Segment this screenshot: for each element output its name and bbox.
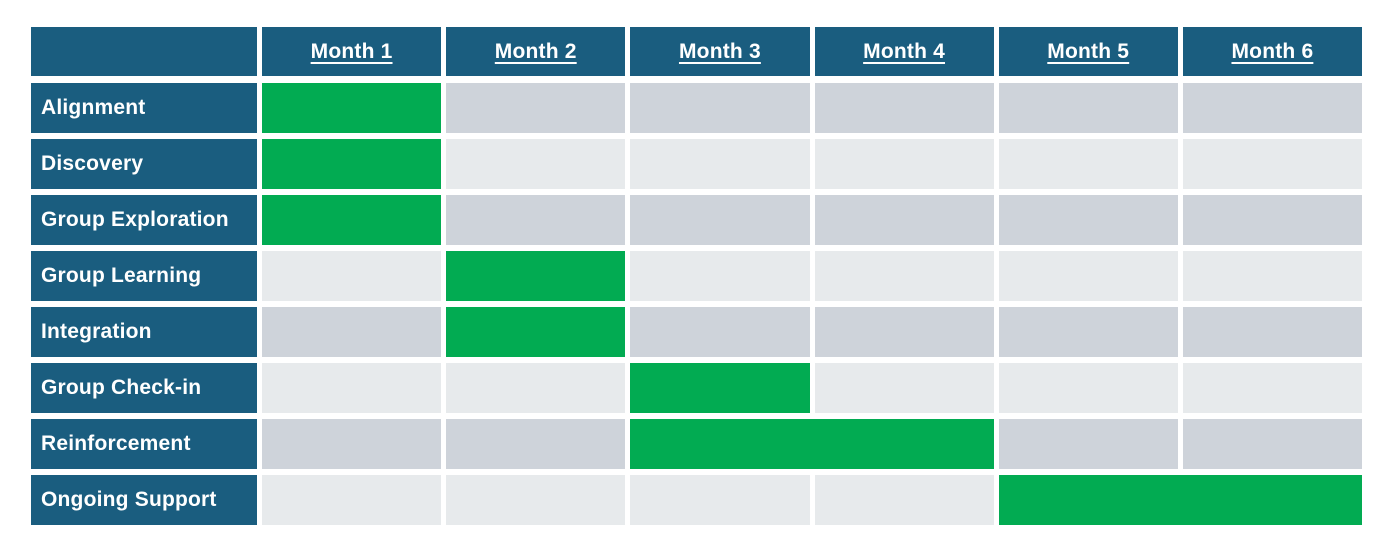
gantt-bar — [262, 83, 442, 133]
month-cell — [446, 195, 626, 245]
gantt-bar — [446, 251, 626, 301]
row-label: Reinforcement — [31, 419, 257, 469]
column-header-month-3: Month 3 — [630, 27, 810, 76]
table-row: Reinforcement — [31, 419, 1362, 469]
month-cell — [262, 475, 442, 525]
month-cell — [630, 307, 810, 357]
month-cell — [446, 475, 626, 525]
column-header-label: Month 4 — [863, 39, 946, 63]
month-cell — [814, 251, 994, 301]
month-cell — [1182, 419, 1362, 469]
month-cell — [630, 475, 810, 525]
row-label: Ongoing Support — [31, 475, 257, 525]
row-label: Group Exploration — [31, 195, 257, 245]
table-row: Group Exploration — [31, 195, 1362, 245]
month-cell — [446, 419, 626, 469]
month-cell — [998, 139, 1178, 189]
column-header-label: Month 6 — [1231, 39, 1314, 63]
month-cell — [814, 195, 994, 245]
month-cell — [446, 363, 626, 413]
month-cell — [814, 83, 994, 133]
table-row: Integration — [31, 307, 1362, 357]
month-cell — [1182, 251, 1362, 301]
column-header-month-1: Month 1 — [262, 27, 442, 76]
month-cell — [262, 419, 442, 469]
month-cell — [814, 363, 994, 413]
month-cell — [630, 195, 810, 245]
table-row: Group Learning — [31, 251, 1362, 301]
column-header-month-2: Month 2 — [446, 27, 626, 76]
column-header-label: Month 3 — [678, 39, 761, 63]
month-cell — [630, 139, 810, 189]
gantt-bar — [446, 307, 626, 357]
table-row: Ongoing Support — [31, 475, 1362, 525]
month-cell — [1182, 195, 1362, 245]
month-cell — [814, 139, 994, 189]
month-cell — [1182, 307, 1362, 357]
row-label: Group Check-in — [31, 363, 257, 413]
column-header-label: Month 5 — [1047, 39, 1130, 63]
month-cell — [998, 419, 1178, 469]
gantt-bar — [262, 139, 442, 189]
row-label: Discovery — [31, 139, 257, 189]
gantt-bar — [262, 195, 442, 245]
table-row: Discovery — [31, 139, 1362, 189]
row-label: Integration — [31, 307, 257, 357]
month-cell — [1182, 139, 1362, 189]
month-cell — [998, 307, 1178, 357]
table-row: Alignment — [31, 83, 1362, 133]
month-cell — [1182, 363, 1362, 413]
row-label: Group Learning — [31, 251, 257, 301]
column-header-month-4: Month 4 — [814, 27, 994, 76]
column-header-month-5: Month 5 — [998, 27, 1178, 76]
month-cell — [1182, 83, 1362, 133]
column-header-label: Month 2 — [494, 39, 577, 63]
column-header-label: Month 1 — [310, 39, 393, 63]
month-cell — [630, 83, 810, 133]
month-cell — [998, 363, 1178, 413]
month-cell — [446, 139, 626, 189]
corner-cell — [31, 27, 257, 76]
gantt-bar — [998, 475, 1362, 525]
row-label: Alignment — [31, 83, 257, 133]
gantt-bar — [630, 419, 994, 469]
table-row: Group Check-in — [31, 363, 1362, 413]
month-cell — [262, 307, 442, 357]
month-cell — [814, 475, 994, 525]
table-body: Alignment Discovery Group Exploration Group… — [31, 83, 1362, 525]
month-cell — [262, 251, 442, 301]
header-row: Month 1 Month 2 Month 3 Month 4 Month 5 Month… — [31, 27, 1362, 76]
gantt-bar — [630, 363, 810, 413]
gantt-schedule-table: Month 1 Month 2 Month 3 Month 4 Month 5 Month… — [31, 27, 1362, 525]
month-cell — [998, 251, 1178, 301]
month-cell — [630, 251, 810, 301]
month-cell — [998, 195, 1178, 245]
month-cell — [446, 83, 626, 133]
month-cell — [998, 83, 1178, 133]
month-cell — [814, 307, 994, 357]
month-cell — [262, 363, 442, 413]
column-header-month-6: Month 6 — [1182, 27, 1362, 76]
